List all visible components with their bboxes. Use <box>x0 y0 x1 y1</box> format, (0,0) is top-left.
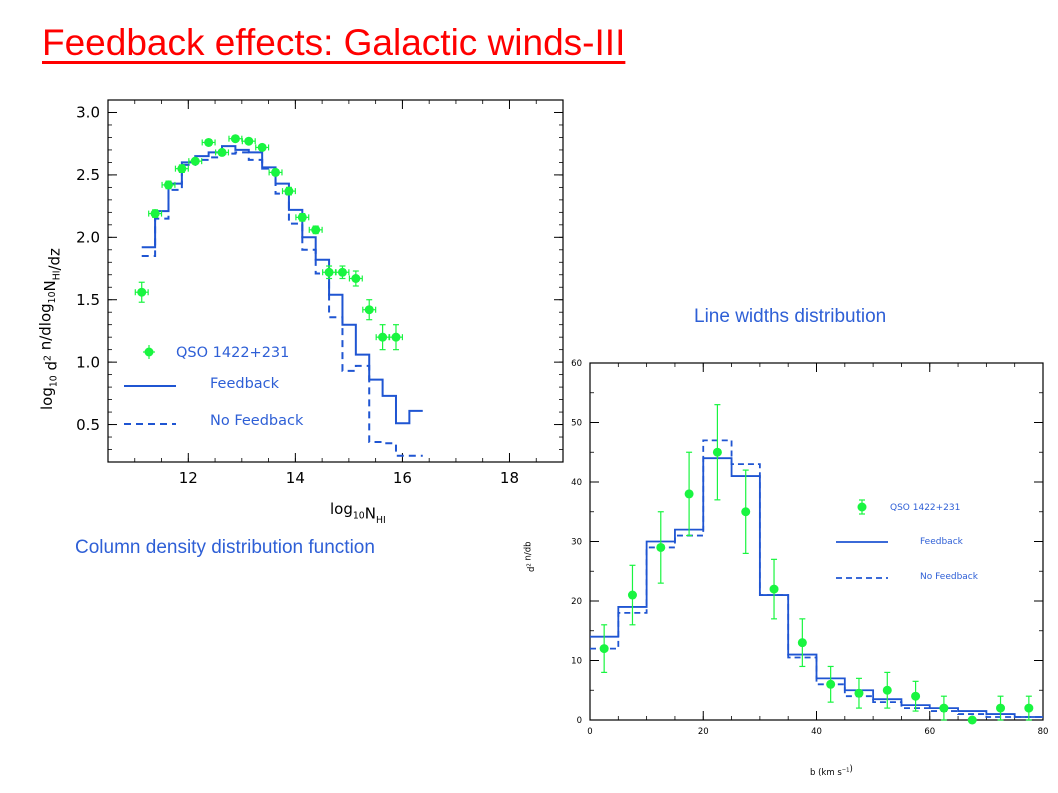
x-tick-label: 12 <box>179 469 198 487</box>
y-tick-label: 50 <box>571 418 582 428</box>
x-tick-label: 0 <box>587 727 592 737</box>
plot-frame <box>107 99 564 463</box>
data-point <box>351 274 361 284</box>
data-point <box>854 688 864 698</box>
data-point <box>826 679 836 689</box>
data-point <box>741 507 751 517</box>
no-feedback-series-line <box>590 439 1043 718</box>
data-point <box>311 225 321 235</box>
y-tick-label: 30 <box>571 537 582 547</box>
data-point <box>204 137 214 147</box>
data-point <box>297 212 307 222</box>
legend-feedback-label: Feedback <box>210 376 280 392</box>
data-point <box>684 489 694 499</box>
data-point <box>996 703 1006 713</box>
legend-data-marker <box>144 347 154 357</box>
data-point <box>378 332 388 342</box>
x-tick-label: 60 <box>924 727 935 737</box>
y-tick-label: 60 <box>571 359 582 369</box>
x-tick-label: 20 <box>698 727 709 737</box>
x-tick-label: 40 <box>811 727 822 737</box>
data-point <box>257 142 267 152</box>
y-tick-label: 20 <box>571 597 582 607</box>
data-point <box>244 136 254 146</box>
x-tick-label: 18 <box>500 469 519 487</box>
data-point <box>364 305 374 315</box>
y-tick-label: 2.0 <box>76 229 100 247</box>
x-axis-label: b (km s−1) <box>810 765 853 778</box>
data-point <box>967 715 977 725</box>
column-density-plot: 12 14 16 18 0.5 1.0 1.5 2.0 2.5 3.0 QSO 1422+231 Fe… <box>37 99 564 526</box>
data-point <box>150 209 160 219</box>
data-point <box>177 164 187 174</box>
y-tick-label: 1.5 <box>76 291 100 309</box>
y-tick-label: 3.0 <box>76 104 100 122</box>
y-tick-label: 40 <box>571 478 582 488</box>
y-tick-label: 2.5 <box>76 166 100 184</box>
caption-line-widths: Line widths distribution <box>694 306 887 327</box>
y-tick-label: 10 <box>571 656 582 666</box>
y-axis-label: d2 n/db <box>524 541 537 572</box>
data-point <box>284 186 294 196</box>
data-point <box>391 332 401 342</box>
x-tick-label: 16 <box>393 469 412 487</box>
data-point <box>599 644 609 654</box>
x-tick-label: 80 <box>1038 727 1049 737</box>
data-point <box>911 691 921 701</box>
x-axis-label: log10NHI <box>330 500 386 526</box>
legend-data-marker <box>857 502 867 512</box>
feedback-series-line <box>141 145 423 425</box>
line-widths-plot: 0 20 40 60 80 0 10 20 30 40 50 60 QSO 1422+231 Feedba… <box>524 359 1049 778</box>
data-point <box>271 167 281 177</box>
legend-data-label: QSO 1422+231 <box>176 345 289 361</box>
legend-no-feedback-label: No Feedback <box>210 413 304 429</box>
x-tick-label: 14 <box>286 469 305 487</box>
y-tick-label: 1.0 <box>76 353 100 371</box>
no-feedback-series-line <box>141 151 423 457</box>
data-point <box>939 703 949 713</box>
data-point <box>1024 703 1034 713</box>
data-point <box>217 147 227 157</box>
legend-feedback-label: Feedback <box>920 537 964 547</box>
caption-column-density: Column density distribution function <box>75 537 375 558</box>
data-point <box>163 180 173 190</box>
slide-title: Feedback effects: Galactic winds-III <box>42 22 626 63</box>
data-point <box>712 447 722 457</box>
data-point <box>337 267 347 277</box>
data-point <box>797 638 807 648</box>
data-point <box>627 590 637 600</box>
data-point <box>137 287 147 297</box>
data-point <box>190 156 200 166</box>
y-tick-label: 0.5 <box>76 416 100 434</box>
data-point <box>324 267 334 277</box>
y-tick-label: 0 <box>577 716 582 726</box>
data-point <box>769 584 779 594</box>
legend-no-feedback-label: No Feedback <box>920 572 979 582</box>
data-point <box>230 134 240 144</box>
y-axis-label: log10 d2 n/dlog10NHI/dz <box>37 248 64 410</box>
data-point <box>882 685 892 695</box>
legend-data-label: QSO 1422+231 <box>890 503 960 513</box>
data-point <box>656 542 666 552</box>
